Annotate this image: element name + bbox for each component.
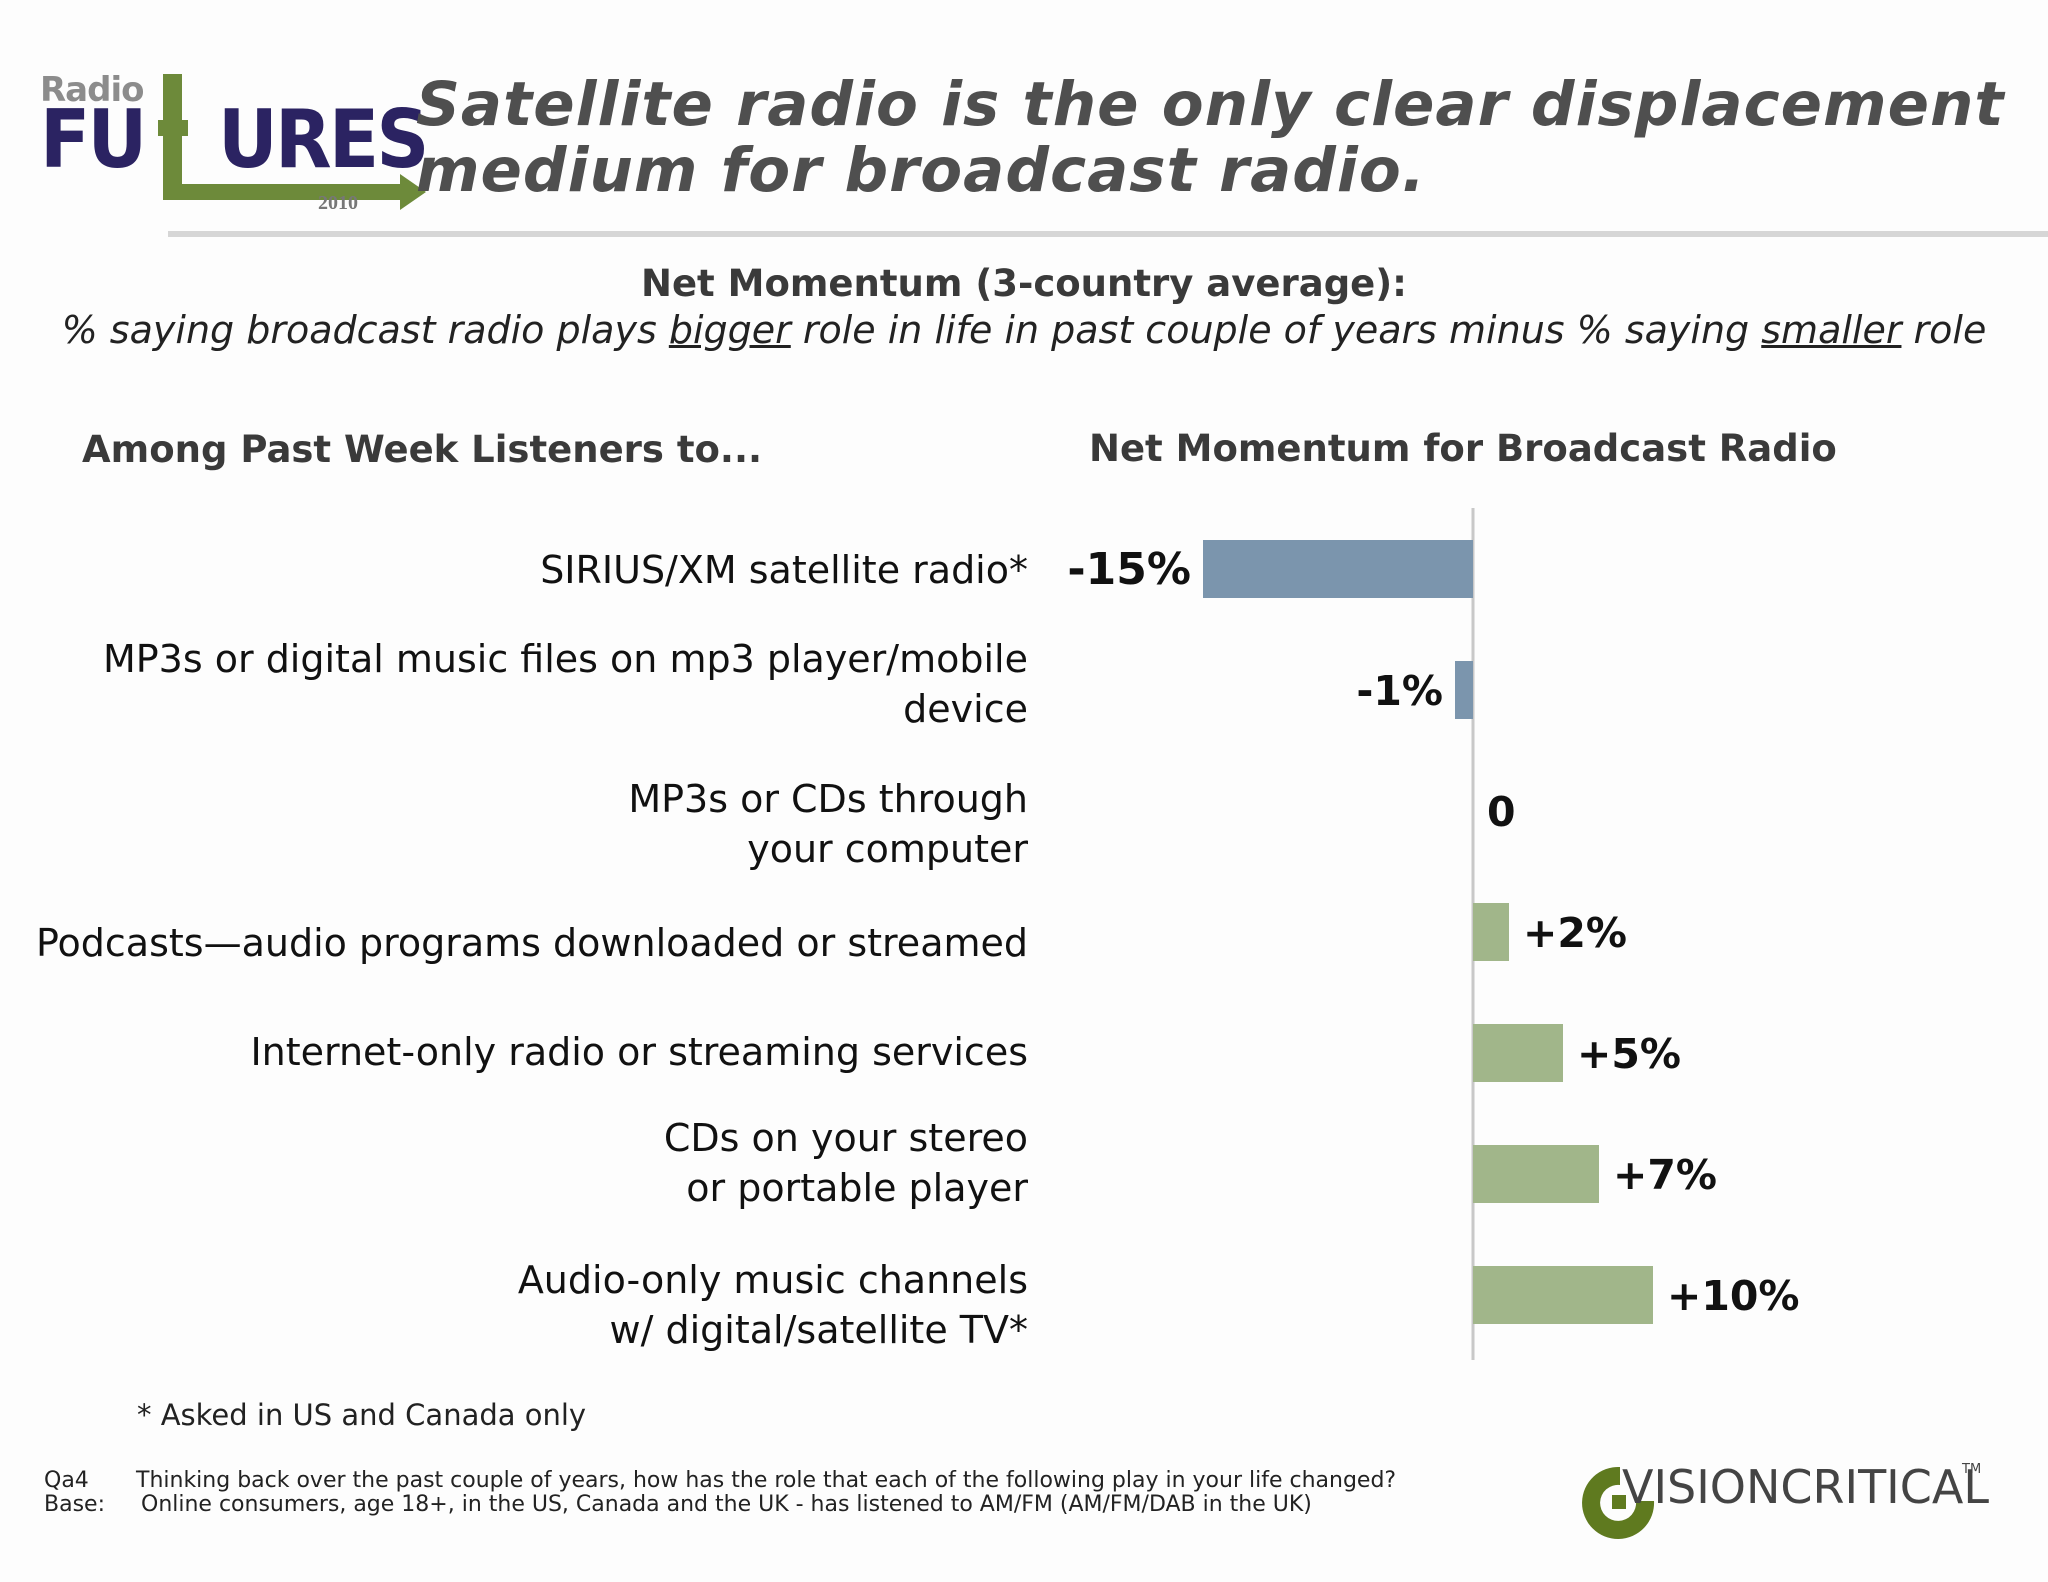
bar [1473,1024,1563,1082]
logo-arrow-t-icon [158,74,426,210]
logo-year: 2010 [318,192,358,214]
chart-definition: % saying broadcast radio plays bigger ro… [0,308,2048,352]
category-label: Internet-only radio or streaming service… [250,1030,1028,1074]
page-title: Satellite radio is the only clear displa… [416,69,2005,206]
bar [1473,1266,1653,1324]
category-label: CDs on your stereo or portable player [663,1116,1028,1210]
definition-part-a: % saying broadcast radio plays [61,308,669,352]
definition-part-c: role [1901,308,1987,352]
question-text: Thinking back over the past couple of ye… [136,1468,1397,1493]
category-column-header: Among Past Week Listeners to... [82,428,763,471]
category-label: SIRIUS/XM satellite radio* [540,548,1028,592]
definition-bigger: bigger [668,308,791,352]
logo-fu-letters: FU [40,93,147,186]
footnote: * Asked in US and Canada only [137,1398,587,1432]
bar [1203,540,1473,598]
bar [1473,1145,1599,1203]
radio-futures-logo: Radio FU URES 2010 [40,70,429,220]
data-label: +5% [1577,1030,1681,1078]
category-label: MP3s or CDs through your computer [628,777,1028,871]
definition-part-b: role in life in past couple of years min… [790,308,1762,352]
data-label: -1% [1356,667,1443,715]
visioncritical-logo-icon [1582,1466,1655,1539]
visioncritical-wordmark: VISIONCRITICAL [1622,1460,1989,1514]
trademark-mark: TM [1962,1462,1982,1477]
data-label: -15% [1067,544,1191,595]
bar [1455,661,1473,719]
data-label: +10% [1667,1272,1800,1320]
logo-ures-letters: URES [218,93,429,186]
bar [1473,903,1509,961]
data-label: +2% [1523,909,1627,957]
base-key: Base: [44,1492,105,1517]
chart-title: Net Momentum for Broadcast Radio [1089,427,1837,470]
base-text: Online consumers, age 18+, in the US, Ca… [141,1492,1312,1517]
logo-radio-word: Radio [40,70,144,110]
title-divider [168,231,2048,237]
data-label: +7% [1613,1151,1717,1199]
definition-smaller: smaller [1761,308,1902,352]
category-label: MP3s or digital music files on mp3 playe… [102,637,1028,731]
chart-subheading: Net Momentum (3-country average): [641,262,1407,305]
data-label: 0 [1487,788,1516,836]
category-label: Audio-only music channels w/ digital/sat… [517,1258,1028,1352]
category-label: Podcasts—audio programs downloaded or st… [35,921,1028,965]
question-key: Qa4 [44,1468,89,1493]
